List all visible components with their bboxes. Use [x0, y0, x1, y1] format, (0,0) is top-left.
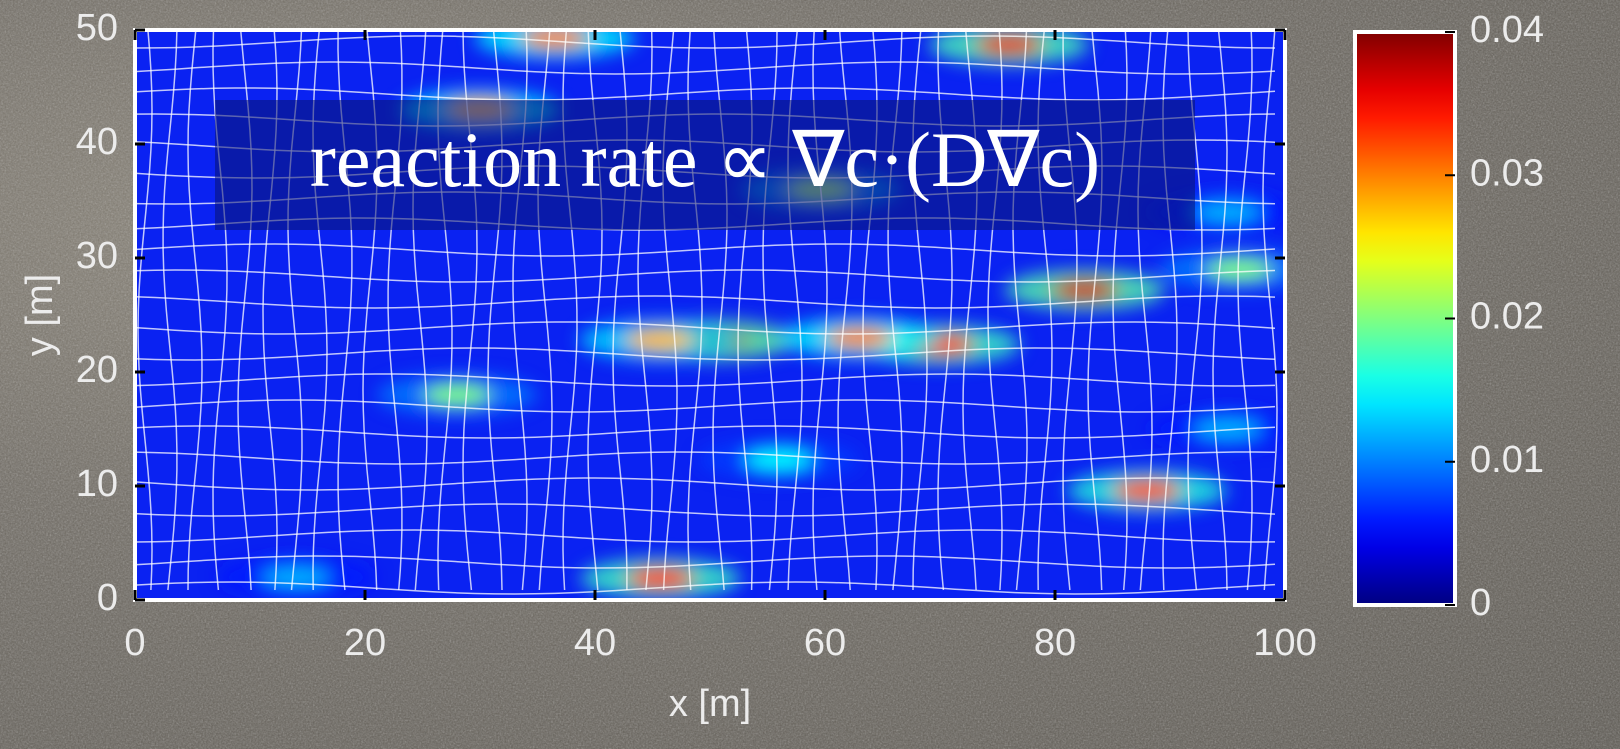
hotspot — [1113, 480, 1181, 502]
x-tick-label: 80 — [1034, 622, 1076, 664]
x-tick-label: 100 — [1253, 622, 1316, 664]
x-tick-label: 60 — [804, 622, 846, 664]
colorbar-tick-label: 0 — [1470, 582, 1491, 624]
page: reaction rate ∝ ∇c·(D∇c) x [m] y [m] 0 20… — [0, 0, 1620, 749]
hotspot — [745, 449, 813, 471]
x-tick-label: 0 — [124, 622, 145, 664]
x-tick-label: 20 — [344, 622, 386, 664]
hotspot — [826, 327, 894, 349]
colorbar-tick-label: 0.02 — [1470, 296, 1544, 338]
colorbar — [1355, 32, 1455, 605]
annotation: reaction rate ∝ ∇c·(D∇c) — [310, 116, 1100, 203]
y-tick-label: 0 — [97, 577, 118, 619]
colorbar-tick-label: 0.04 — [1470, 9, 1544, 51]
hotspot — [625, 329, 693, 351]
y-tick-label: 50 — [76, 7, 118, 49]
y-axis-label: y [m] — [19, 274, 61, 356]
y-tick-label: 30 — [76, 235, 118, 277]
chart: reaction rate ∝ ∇c·(D∇c) x [m] y [m] 0 20… — [0, 0, 1620, 749]
colorbar-tick-label: 0.01 — [1470, 439, 1544, 481]
x-tick-label: 40 — [574, 622, 616, 664]
x-axis-label: x [m] — [669, 683, 751, 725]
hotspot — [1194, 201, 1262, 223]
hotspot — [423, 384, 491, 406]
y-tick-label: 10 — [76, 463, 118, 505]
y-tick-label: 20 — [76, 349, 118, 391]
y-tick-label: 40 — [76, 121, 118, 163]
colorbar-tick-label: 0.03 — [1470, 152, 1544, 194]
